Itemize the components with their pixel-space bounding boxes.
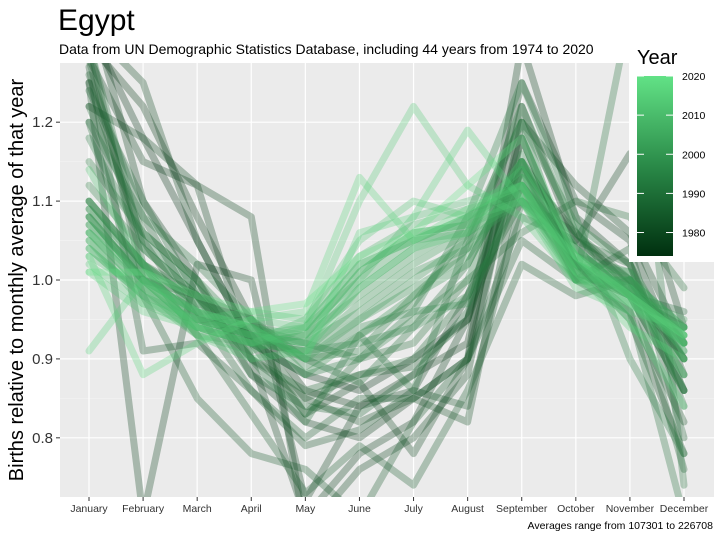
series-line-1988: [85, 102, 688, 394]
x-tick-label: January: [70, 503, 108, 515]
series-line-1990: [85, 118, 683, 497]
x-tick-label: November: [606, 503, 655, 515]
series-line-1986: [85, 71, 688, 442]
series-line-2015: [85, 126, 688, 410]
chart-title: Egypt: [58, 4, 135, 37]
series-line-1992: [85, 79, 688, 458]
series-lines: [85, 63, 688, 497]
legend: Year 1980 1990 2000 2010 2020: [629, 44, 714, 262]
series-line-1996: [85, 166, 688, 355]
x-tick-label: October: [557, 503, 595, 515]
y-tick-label: 0.8: [32, 430, 53, 447]
series-line-2020: [85, 134, 688, 339]
series-line-1982: [85, 63, 688, 450]
series-line-2001: [85, 197, 688, 363]
x-tick-label: September: [496, 503, 548, 515]
series-line-1979: [85, 102, 688, 497]
chart-subtitle: Data from UN Demographic Statistics Data…: [59, 41, 594, 57]
y-tick-label: 1.1: [32, 193, 53, 210]
series-line-2000: [85, 181, 688, 347]
series-line-2016: [85, 173, 688, 379]
x-tick-label: March: [183, 503, 212, 515]
x-tick-label: December: [660, 503, 709, 515]
series-line-1989: [85, 197, 688, 418]
x-tick-label: July: [404, 503, 423, 515]
legend-tick-label: 1990: [682, 188, 706, 200]
series-line-1997: [85, 181, 688, 394]
series-line-1974: [102, 63, 688, 394]
series-line-2009: [85, 197, 688, 347]
series-line-2011: [85, 166, 688, 347]
series-line-2014: [85, 102, 688, 347]
series-line-2005: [85, 197, 688, 355]
series-line-1983: [85, 79, 688, 402]
series-line-1981: [89, 63, 688, 426]
series-line-1985: [86, 63, 688, 497]
x-tick-label: April: [241, 503, 262, 515]
y-axis-ticks: 0.8 0.9 1.0 1.1 1.2: [32, 114, 60, 447]
series-line-2002: [85, 189, 688, 355]
series-line-2013: [85, 197, 688, 331]
series-line-1978: [85, 79, 688, 497]
x-tick-label: February: [122, 503, 165, 515]
series-line-1976: [101, 63, 688, 442]
series-line-2010: [85, 181, 688, 355]
chart-caption: Averages range from 107301 to 226708: [528, 520, 714, 532]
series-line-2012: [85, 158, 688, 379]
series-line-1993: [85, 102, 688, 394]
x-axis-ticks: January February March April May June July Augu…: [70, 497, 709, 515]
series-line-1991: [90, 63, 688, 489]
series-line-2008: [85, 189, 688, 347]
legend-tick-label: 2010: [682, 110, 706, 122]
legend-title: Year: [637, 47, 678, 69]
series-line-1975: [101, 63, 688, 410]
series-line-1977: [87, 63, 688, 497]
series-line-1987: [85, 87, 688, 418]
y-tick-label: 0.9: [32, 351, 53, 368]
x-tick-label: June: [348, 503, 371, 515]
series-line-1995: [85, 150, 688, 379]
legend-tick-label: 1980: [682, 228, 706, 240]
series-line-1984: [85, 118, 688, 497]
legend-tick-label: 2000: [682, 149, 706, 161]
x-tick-label: May: [295, 503, 316, 515]
series-line-2007: [85, 181, 688, 339]
series-line-1980: [118, 63, 688, 458]
y-axis-label: Births relative to monthly average of th…: [6, 78, 28, 481]
legend-tick-label: 2020: [682, 71, 706, 83]
series-line-1998: [85, 158, 688, 379]
y-tick-label: 1.0: [32, 272, 53, 289]
legend-ticks: 1980 1990 2000 2010 2020: [637, 71, 706, 240]
series-line-1994: [85, 118, 688, 371]
grid-lines: [60, 63, 714, 497]
x-tick-label: August: [451, 503, 484, 515]
series-line-2003: [85, 173, 688, 347]
y-tick-label: 1.2: [32, 114, 53, 131]
series-line-1999: [85, 173, 688, 363]
series-line-2004: [85, 181, 688, 347]
legend-colorbar: [637, 76, 673, 256]
series-line-2006: [85, 189, 688, 347]
